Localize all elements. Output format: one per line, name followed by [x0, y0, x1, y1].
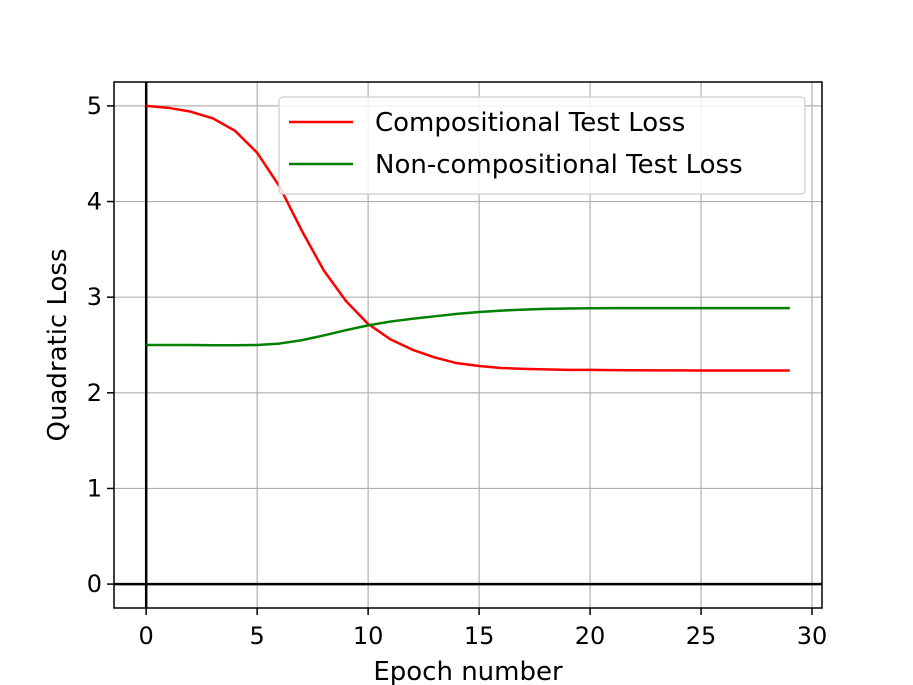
- y-tick-label: 3: [87, 283, 102, 311]
- legend-label-non-compositional: Non-compositional Test Loss: [375, 150, 743, 180]
- x-tick-label: 20: [575, 622, 606, 650]
- y-tick-label: 2: [87, 379, 102, 407]
- series-layer: [146, 104, 790, 372]
- x-tick-label: 10: [353, 622, 384, 650]
- legend-box: [278, 96, 806, 195]
- x-axis-label: Epoch number: [373, 657, 563, 685]
- x-tick-label: 5: [250, 622, 265, 650]
- legend-label-compositional: Compositional Test Loss: [375, 108, 685, 138]
- plot-frame: [113, 81, 823, 609]
- x-axis-ticks: 0 5 10 15 20 25 30: [139, 608, 828, 650]
- y-tick-label: 5: [87, 92, 102, 120]
- y-axis-label: Quadratic Loss: [43, 248, 73, 441]
- series-line-compositional: [146, 104, 790, 372]
- x-tick-label: 25: [686, 622, 717, 650]
- x-tick-label: 15: [464, 622, 495, 650]
- legend: Compositional Test Loss Non-compositiona…: [278, 96, 806, 195]
- x-tick-label: 30: [797, 622, 828, 650]
- y-tick-label: 4: [87, 188, 102, 216]
- y-tick-label: 1: [87, 474, 102, 502]
- y-axis-ticks: 0 1 2 3 4 5: [87, 92, 114, 598]
- y-tick-label: 0: [87, 570, 102, 598]
- x-tick-label: 0: [139, 622, 154, 650]
- series-line-non-compositional: [146, 306, 790, 347]
